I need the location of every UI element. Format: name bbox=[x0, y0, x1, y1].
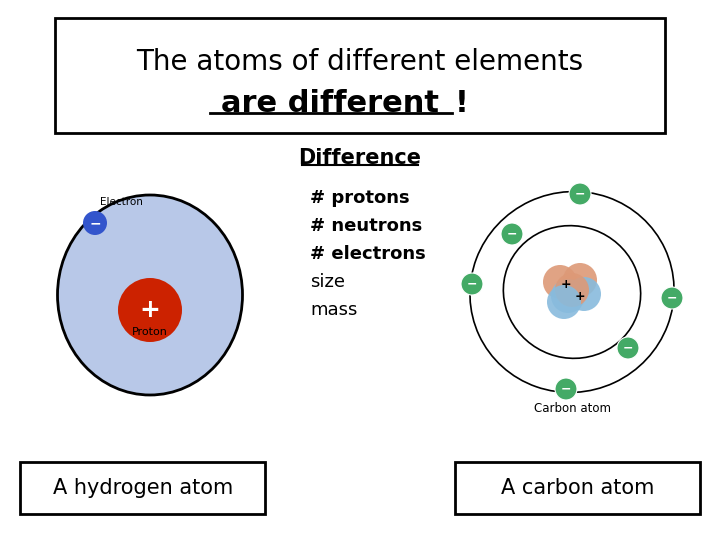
Circle shape bbox=[461, 273, 483, 295]
Circle shape bbox=[547, 285, 581, 319]
Text: +: + bbox=[561, 278, 571, 291]
Circle shape bbox=[569, 183, 591, 205]
Text: −: − bbox=[623, 341, 634, 354]
Text: −: − bbox=[507, 227, 517, 240]
Text: The atoms of different elements: The atoms of different elements bbox=[136, 48, 584, 76]
Text: A carbon atom: A carbon atom bbox=[501, 478, 654, 498]
Circle shape bbox=[551, 279, 585, 313]
Text: size: size bbox=[310, 273, 345, 291]
Text: Proton: Proton bbox=[132, 327, 168, 337]
Text: Difference: Difference bbox=[299, 148, 421, 168]
Circle shape bbox=[563, 263, 597, 297]
Text: # neutrons: # neutrons bbox=[310, 217, 422, 235]
Text: # electrons: # electrons bbox=[310, 245, 426, 263]
Circle shape bbox=[543, 265, 577, 299]
Text: +: + bbox=[140, 298, 161, 322]
Circle shape bbox=[118, 278, 182, 342]
Text: are different: are different bbox=[221, 89, 439, 118]
Text: Carbon atom: Carbon atom bbox=[534, 402, 611, 415]
Circle shape bbox=[555, 378, 577, 400]
Text: −: − bbox=[561, 382, 571, 395]
Text: !: ! bbox=[455, 89, 469, 118]
Text: mass: mass bbox=[310, 301, 357, 319]
Circle shape bbox=[617, 337, 639, 359]
Circle shape bbox=[661, 287, 683, 309]
FancyBboxPatch shape bbox=[455, 462, 700, 514]
Text: # protons: # protons bbox=[310, 189, 410, 207]
Text: Electron: Electron bbox=[100, 197, 143, 207]
Text: A hydrogen atom: A hydrogen atom bbox=[53, 478, 233, 498]
FancyBboxPatch shape bbox=[55, 18, 665, 133]
FancyBboxPatch shape bbox=[20, 462, 265, 514]
Text: −: − bbox=[667, 292, 678, 305]
Text: −: − bbox=[575, 187, 585, 200]
Text: −: − bbox=[89, 216, 101, 230]
Circle shape bbox=[501, 223, 523, 245]
Text: +: + bbox=[575, 291, 585, 303]
Circle shape bbox=[567, 277, 601, 311]
Text: −: − bbox=[467, 278, 477, 291]
Circle shape bbox=[555, 273, 589, 307]
Circle shape bbox=[83, 211, 107, 235]
Ellipse shape bbox=[58, 195, 243, 395]
